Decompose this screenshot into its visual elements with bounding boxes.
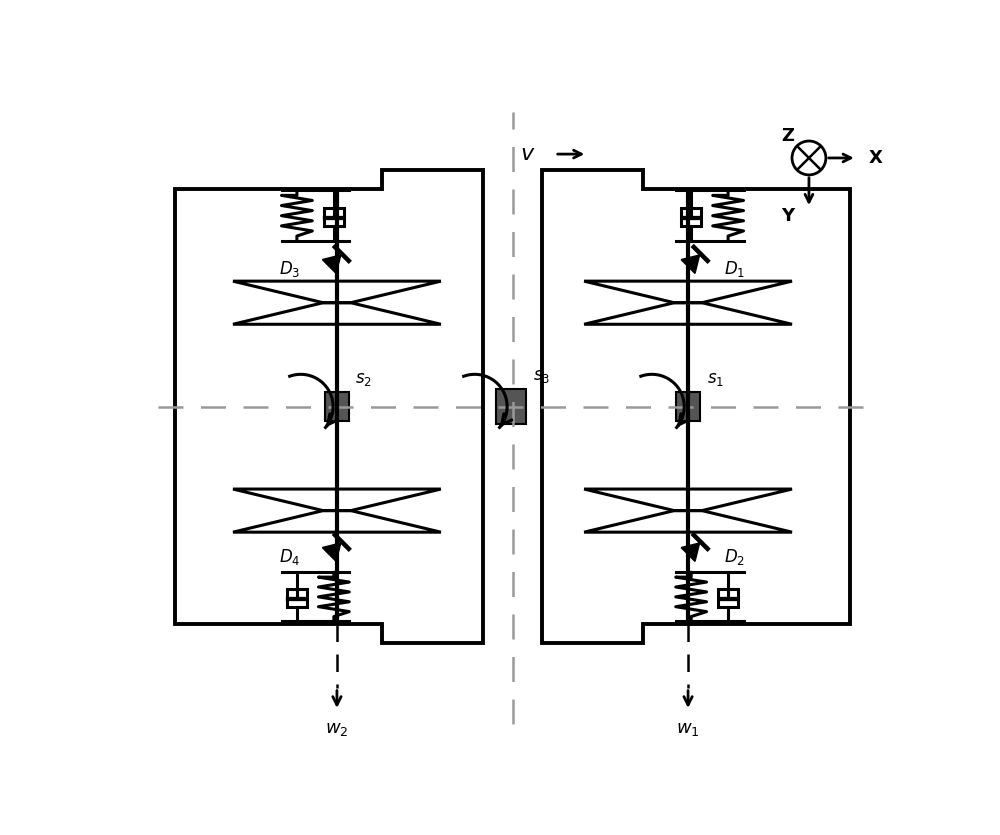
Text: $D_1$: $D_1$ [724, 259, 745, 279]
Text: Z: Z [781, 128, 794, 145]
Polygon shape [322, 543, 341, 561]
Bar [681, 208, 701, 225]
Text: $w_2$: $w_2$ [325, 721, 349, 738]
Text: $D_2$: $D_2$ [724, 547, 745, 567]
Text: $D_3$: $D_3$ [279, 259, 301, 279]
Text: $v$: $v$ [520, 144, 536, 164]
Bar [496, 389, 526, 424]
Text: $s_3$: $s_3$ [533, 367, 550, 385]
Text: X: X [868, 149, 882, 167]
Text: Y: Y [781, 207, 794, 225]
Bar [676, 392, 700, 422]
Text: $D_4$: $D_4$ [279, 547, 301, 567]
Bar [325, 392, 349, 422]
Text: $w_1$: $w_1$ [676, 721, 700, 738]
Polygon shape [681, 543, 700, 561]
Bar [324, 208, 344, 225]
Text: $s_2$: $s_2$ [355, 370, 372, 388]
Bar [718, 590, 738, 607]
Polygon shape [322, 255, 341, 273]
Bar [287, 590, 307, 607]
Polygon shape [681, 255, 700, 273]
Text: $s_1$: $s_1$ [707, 370, 724, 388]
